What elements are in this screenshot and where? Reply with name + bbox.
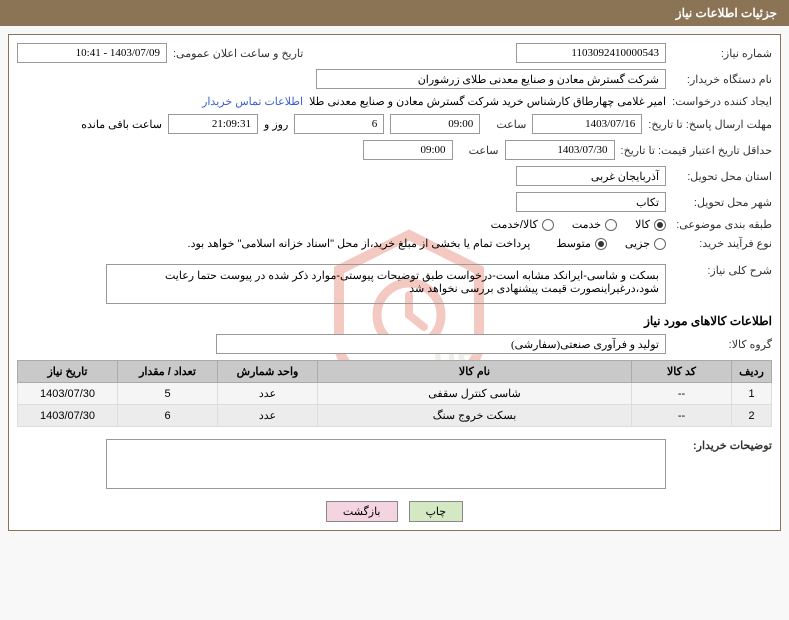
row-response-deadline: مهلت ارسال پاسخ: تا تاریخ: 1403/07/16 سا…	[17, 114, 772, 134]
goods-table: ردیف کد کالا نام کالا واحد شمارش تعداد /…	[17, 360, 772, 427]
category-label: طبقه بندی موضوعی:	[672, 218, 772, 231]
th-row: ردیف	[732, 361, 772, 383]
row-validity: حداقل تاریخ اعتبار قیمت: تا تاریخ: 1403/…	[17, 140, 772, 160]
buyer-device-field: شرکت گسترش معادن و صنایع معدنی طلای زرشو…	[316, 69, 666, 89]
response-hour-field: 09:00	[390, 114, 480, 134]
need-number-field: 1103092410000543	[516, 43, 666, 63]
button-row: چاپ بازگشت	[17, 501, 772, 522]
province-label: استان محل تحویل:	[672, 170, 772, 183]
radio-minor[interactable]	[654, 238, 666, 250]
buyer-device-label: نام دستگاه خریدار:	[672, 73, 772, 86]
city-field: تکاب	[516, 192, 666, 212]
desc-label: شرح کلی نیاز:	[672, 264, 772, 277]
need-number-label: شماره نیاز:	[672, 47, 772, 60]
announce-field: 1403/07/09 - 10:41	[17, 43, 167, 63]
row-purchase-type: نوع فرآیند خرید: جزیی متوسط پرداخت تمام …	[17, 237, 772, 250]
radio-service-label: خدمت	[572, 218, 601, 231]
announce-label: تاریخ و ساعت اعلان عمومی:	[173, 47, 303, 60]
th-name: نام کالا	[318, 361, 632, 383]
row-description: شرح کلی نیاز: بسکت و شاسی-ایرانکد مشابه …	[17, 264, 772, 304]
main-panel: ne شماره نیاز: 1103092410000543 تاریخ و …	[8, 34, 781, 531]
purchase-type-label: نوع فرآیند خرید:	[672, 237, 772, 250]
requester-text: امیر غلامی چهارطاق کارشناس خرید شرکت گست…	[309, 95, 666, 108]
page-title: جزئیات اطلاعات نیاز	[676, 6, 777, 20]
requester-label: ایجاد کننده درخواست:	[672, 95, 772, 108]
countdown-field: 21:09:31	[168, 114, 258, 134]
hour-label-2: ساعت	[459, 144, 499, 157]
validity-date-field: 1403/07/30	[505, 140, 615, 160]
row-group: گروه کالا: تولید و فرآوری صنعتی(سفارشی)	[17, 334, 772, 354]
table-row: 1--شاسی کنترل سقفیعدد51403/07/30	[18, 383, 772, 405]
table-cell: 2	[732, 405, 772, 427]
table-cell: --	[632, 383, 732, 405]
row-need-number: شماره نیاز: 1103092410000543 تاریخ و ساع…	[17, 43, 772, 63]
contact-link[interactable]: اطلاعات تماس خریدار	[202, 95, 303, 108]
row-category: طبقه بندی موضوعی: کالا خدمت کالا/خدمت	[17, 218, 772, 231]
category-radio-group: کالا خدمت کالا/خدمت	[491, 218, 666, 231]
table-cell: --	[632, 405, 732, 427]
table-row: 2--بسکت خروج سنگعدد61403/07/30	[18, 405, 772, 427]
th-qty: تعداد / مقدار	[118, 361, 218, 383]
table-cell: عدد	[218, 405, 318, 427]
validity-hour-field: 09:00	[363, 140, 453, 160]
row-province: استان محل تحویل: آذربایجان غربی	[17, 166, 772, 186]
th-unit: واحد شمارش	[218, 361, 318, 383]
table-cell: 6	[118, 405, 218, 427]
buyer-notes-field	[106, 439, 666, 489]
th-date: تاریخ نیاز	[18, 361, 118, 383]
radio-goods-label: کالا	[635, 218, 650, 231]
radio-both[interactable]	[542, 219, 554, 231]
days-count-field: 6	[294, 114, 384, 134]
table-cell: 1403/07/30	[18, 405, 118, 427]
response-until-label: مهلت ارسال پاسخ: تا تاریخ:	[648, 118, 772, 131]
radio-both-label: کالا/خدمت	[491, 218, 538, 231]
validity-label: حداقل تاریخ اعتبار قیمت: تا تاریخ:	[621, 144, 772, 157]
table-cell: 1	[732, 383, 772, 405]
goods-info-title: اطلاعات کالاهای مورد نیاز	[17, 314, 772, 328]
row-buyer-device: نام دستگاه خریدار: شرکت گسترش معادن و صن…	[17, 69, 772, 89]
row-buyer-notes: توضیحات خریدار:	[17, 439, 772, 489]
payment-note: پرداخت تمام یا بخشی از مبلغ خرید،از محل …	[188, 237, 531, 250]
row-city: شهر محل تحویل: تکاب	[17, 192, 772, 212]
row-requester: ایجاد کننده درخواست: امیر غلامی چهارطاق …	[17, 95, 772, 108]
table-cell: 1403/07/30	[18, 383, 118, 405]
radio-service[interactable]	[605, 219, 617, 231]
back-button[interactable]: بازگشت	[326, 501, 398, 522]
days-and-text: روز و	[264, 118, 288, 131]
print-button[interactable]: چاپ	[409, 501, 464, 522]
city-label: شهر محل تحویل:	[672, 196, 772, 209]
group-label: گروه کالا:	[672, 338, 772, 351]
response-date-field: 1403/07/16	[532, 114, 642, 134]
remaining-text: ساعت باقی مانده	[81, 118, 162, 131]
group-field: تولید و فرآوری صنعتی(سفارشی)	[216, 334, 666, 354]
table-cell: شاسی کنترل سقفی	[318, 383, 632, 405]
page-header: جزئیات اطلاعات نیاز	[0, 0, 789, 26]
radio-minor-label: جزیی	[625, 237, 650, 250]
radio-medium[interactable]	[595, 238, 607, 250]
table-cell: بسکت خروج سنگ	[318, 405, 632, 427]
table-cell: عدد	[218, 383, 318, 405]
radio-goods[interactable]	[654, 219, 666, 231]
buyer-notes-label: توضیحات خریدار:	[672, 439, 772, 452]
hour-label-1: ساعت	[486, 118, 526, 131]
purchase-type-radio-group: جزیی متوسط	[556, 237, 666, 250]
radio-medium-label: متوسط	[556, 237, 591, 250]
table-cell: 5	[118, 383, 218, 405]
province-field: آذربایجان غربی	[516, 166, 666, 186]
desc-field: بسکت و شاسی-ایرانکد مشابه است-درخواست طب…	[106, 264, 666, 304]
th-code: کد کالا	[632, 361, 732, 383]
